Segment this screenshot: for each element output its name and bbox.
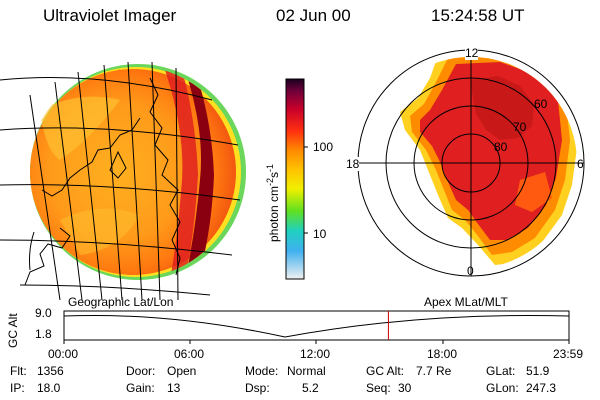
altitude-curve (63, 314, 570, 338)
coastlines (24, 77, 181, 286)
timeline-tick-1200: 12:00 (300, 347, 331, 361)
timeline-ymax: 9.0 (35, 306, 52, 320)
dsp-value: 5.2 (302, 381, 319, 395)
right-panel-caption: Apex MLat/MLT (424, 295, 508, 309)
colorbar-label-100: 100 (313, 140, 334, 154)
gain-label: Gain: (126, 381, 155, 395)
door-value: Open (167, 364, 197, 378)
mode-label: Mode: (245, 364, 279, 378)
polar-grid (357, 49, 585, 277)
ip-value: 18.0 (37, 381, 61, 395)
gcalt-label: GC Alt: (366, 364, 405, 378)
mlt-label-18: 18 (346, 157, 360, 171)
polar-plot (357, 49, 585, 277)
flt-label: Flt: (10, 364, 27, 378)
timeline-tick-1800: 18:00 (427, 347, 458, 361)
left-panel-caption: Geographic Lat/Lon (68, 295, 174, 309)
auroral-band (185, 70, 214, 278)
timeline-ticks (63, 340, 570, 344)
mlat-label-80: 80 (494, 140, 508, 154)
colorbar-unit-label: photon cm-2s-1 (265, 163, 281, 242)
mlt-label-12: 12 (465, 46, 479, 60)
mlat-label-70: 70 (513, 120, 527, 134)
time-label: 15:24:58 UT (431, 6, 525, 25)
mlt-label-0: 0 (467, 264, 474, 278)
timeline-tick-0000: 00:00 (48, 347, 79, 361)
timeline-tick-2359: 23:59 (553, 347, 584, 361)
mlat-label-60: 60 (534, 97, 548, 111)
gcalt-value: 7.7 Re (416, 364, 452, 378)
glon-value: 247.3 (526, 381, 557, 395)
app-title: Ultraviolet Imager (43, 6, 177, 25)
timeline-ymin: 1.8 (35, 327, 52, 341)
glat-value: 51.9 (526, 364, 550, 378)
colorbar (285, 78, 308, 280)
glon-label: GLon: (486, 381, 519, 395)
date-label: 02 Jun 00 (276, 6, 351, 25)
flt-value: 1356 (37, 364, 64, 378)
glat-label: GLat: (486, 364, 516, 378)
polar-aurora (400, 57, 577, 265)
geographic-image (0, 61, 246, 301)
dsp-label: Dsp: (245, 381, 270, 395)
auroral-band-edge (165, 70, 198, 278)
seq-value: 30 (398, 381, 412, 395)
colorbar-gradient (285, 78, 305, 280)
lat-lon-grid (0, 61, 241, 301)
timeline-plot (63, 310, 570, 344)
ip-label: IP: (10, 381, 25, 395)
seq-label: Seq: (366, 381, 391, 395)
mlt-label-6: 6 (577, 157, 584, 171)
timeline-tick-0600: 06:00 (174, 347, 205, 361)
gain-value: 13 (167, 381, 181, 395)
timeline-frame (63, 310, 570, 341)
door-label: Door: (126, 364, 156, 378)
colorbar-label-10: 10 (313, 227, 327, 241)
mode-value: Normal (287, 364, 326, 378)
timeline-ylabel: GC Alt (6, 313, 20, 348)
